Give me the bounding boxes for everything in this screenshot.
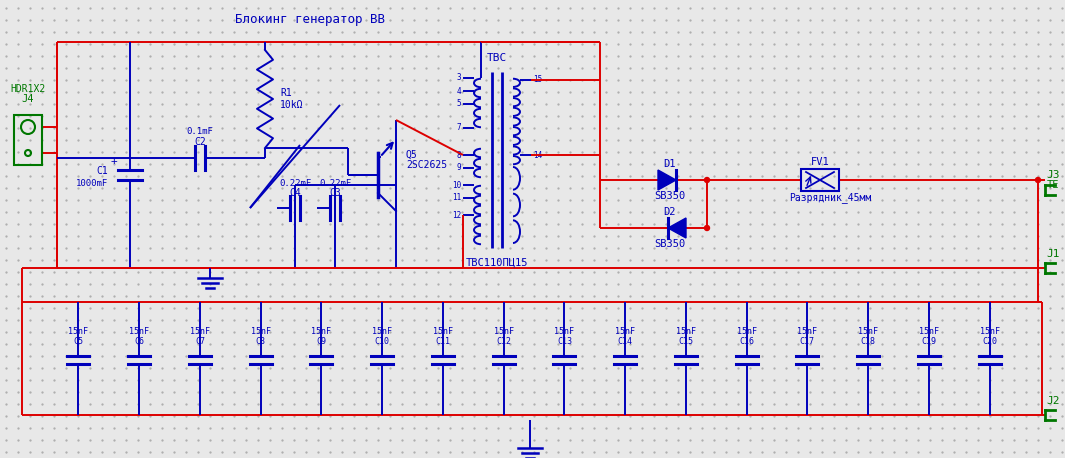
Text: 11: 11 bbox=[452, 193, 461, 202]
Text: C16: C16 bbox=[739, 338, 754, 347]
Text: 14: 14 bbox=[532, 151, 542, 159]
Text: +: + bbox=[111, 156, 117, 166]
Text: 0.22mF: 0.22mF bbox=[279, 179, 311, 187]
Text: 15nF: 15nF bbox=[798, 327, 817, 337]
Text: 7: 7 bbox=[457, 124, 461, 132]
Text: 15nF: 15nF bbox=[555, 327, 574, 337]
Text: C10: C10 bbox=[375, 338, 390, 347]
Text: 15: 15 bbox=[532, 76, 542, 84]
Text: 0.1mF: 0.1mF bbox=[186, 127, 213, 136]
Text: 3: 3 bbox=[457, 73, 461, 82]
Text: C17: C17 bbox=[800, 338, 815, 347]
Text: 15nF: 15nF bbox=[190, 327, 210, 337]
Text: C9: C9 bbox=[316, 338, 326, 347]
Polygon shape bbox=[658, 170, 676, 190]
Text: 15nF: 15nF bbox=[858, 327, 879, 337]
Text: D2: D2 bbox=[663, 207, 676, 217]
Text: 8: 8 bbox=[457, 151, 461, 159]
Text: 4: 4 bbox=[457, 87, 461, 96]
Circle shape bbox=[705, 225, 709, 230]
Text: 10kΩ: 10kΩ bbox=[280, 100, 304, 110]
Text: C15: C15 bbox=[678, 338, 693, 347]
Text: 2SC2625: 2SC2625 bbox=[406, 160, 447, 170]
Circle shape bbox=[705, 178, 709, 182]
Text: C13: C13 bbox=[557, 338, 572, 347]
Text: C12: C12 bbox=[496, 338, 511, 347]
Text: 12: 12 bbox=[452, 211, 461, 219]
Text: C1: C1 bbox=[96, 166, 108, 176]
Text: C4: C4 bbox=[289, 188, 301, 198]
Text: C19: C19 bbox=[921, 338, 936, 347]
Text: 15nF: 15nF bbox=[919, 327, 939, 337]
Text: ТВС110ПЦ15: ТВС110ПЦ15 bbox=[465, 257, 528, 267]
Text: 9: 9 bbox=[457, 164, 461, 173]
Text: 15nF: 15nF bbox=[68, 327, 88, 337]
Text: Q5: Q5 bbox=[406, 150, 417, 160]
Text: 15nF: 15nF bbox=[616, 327, 635, 337]
Text: TE: TE bbox=[1047, 180, 1060, 190]
Text: J4: J4 bbox=[21, 94, 34, 104]
Text: 15nF: 15nF bbox=[676, 327, 695, 337]
Text: 15nF: 15nF bbox=[432, 327, 453, 337]
Text: 5: 5 bbox=[457, 99, 461, 109]
Text: R1: R1 bbox=[280, 88, 292, 98]
Text: 10: 10 bbox=[452, 180, 461, 190]
Text: 15nF: 15nF bbox=[737, 327, 756, 337]
Text: Разрядник_45мм: Разрядник_45мм bbox=[789, 192, 871, 203]
Text: C2: C2 bbox=[194, 137, 206, 147]
Text: J3: J3 bbox=[1046, 170, 1060, 180]
Text: SB350: SB350 bbox=[654, 239, 686, 249]
Text: J2: J2 bbox=[1046, 396, 1060, 406]
Text: 15nF: 15nF bbox=[372, 327, 392, 337]
Text: 0.22mF: 0.22mF bbox=[318, 179, 351, 187]
Text: Блокинг генератор ВВ: Блокинг генератор ВВ bbox=[235, 13, 386, 27]
Text: C3: C3 bbox=[329, 188, 341, 198]
Text: C11: C11 bbox=[436, 338, 450, 347]
Text: 15nF: 15nF bbox=[250, 327, 271, 337]
Text: HDR1X2: HDR1X2 bbox=[11, 84, 46, 94]
Text: C18: C18 bbox=[861, 338, 875, 347]
Text: C8: C8 bbox=[256, 338, 265, 347]
Text: 15nF: 15nF bbox=[129, 327, 149, 337]
Text: FV1: FV1 bbox=[810, 157, 830, 167]
Text: C5: C5 bbox=[73, 338, 83, 347]
Bar bbox=[801, 169, 839, 191]
Text: 1000mF: 1000mF bbox=[76, 179, 108, 187]
Polygon shape bbox=[668, 218, 686, 238]
Text: SB350: SB350 bbox=[654, 191, 686, 201]
Text: ТВС: ТВС bbox=[487, 53, 507, 63]
Circle shape bbox=[1035, 178, 1041, 182]
Text: 15nF: 15nF bbox=[493, 327, 513, 337]
Text: J1: J1 bbox=[1046, 249, 1060, 259]
Text: 15nF: 15nF bbox=[980, 327, 1000, 337]
Text: C14: C14 bbox=[618, 338, 633, 347]
Text: C6: C6 bbox=[134, 338, 144, 347]
Bar bbox=[14, 115, 42, 165]
Text: D1: D1 bbox=[663, 159, 676, 169]
Text: C7: C7 bbox=[195, 338, 204, 347]
Text: 15nF: 15nF bbox=[311, 327, 331, 337]
Text: C20: C20 bbox=[982, 338, 997, 347]
